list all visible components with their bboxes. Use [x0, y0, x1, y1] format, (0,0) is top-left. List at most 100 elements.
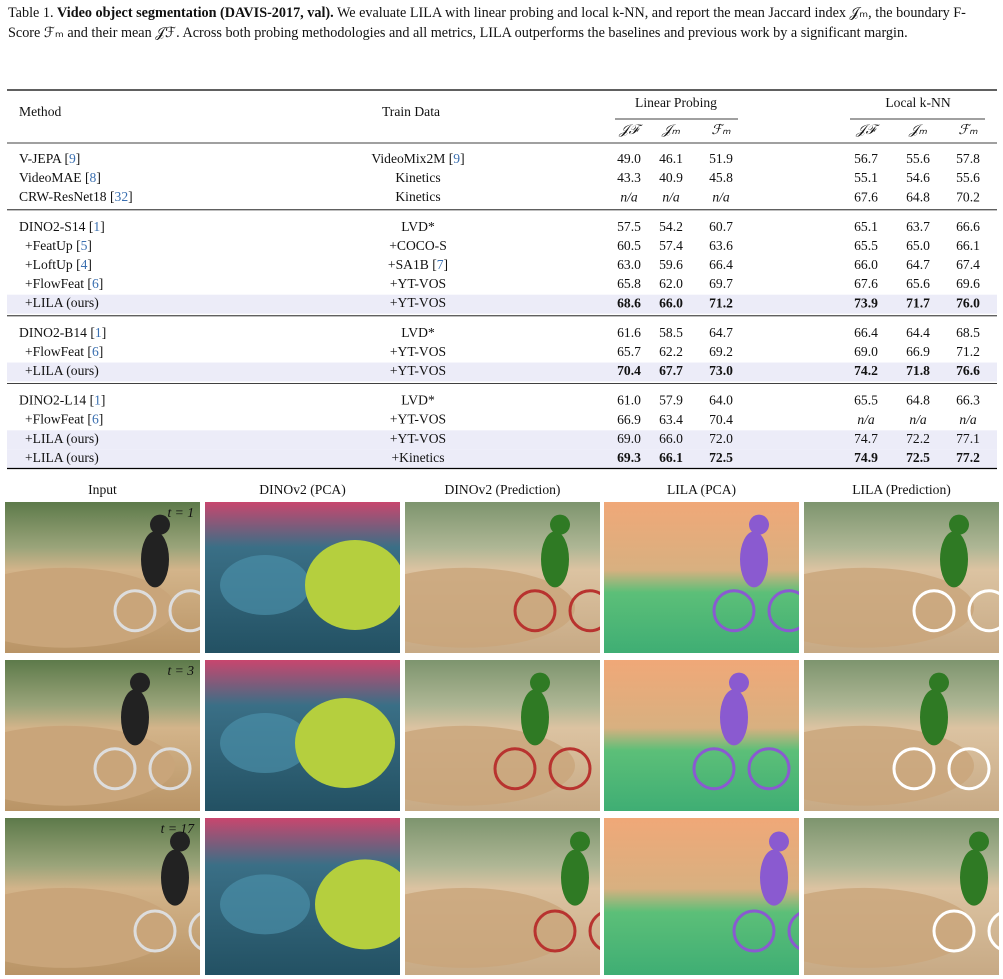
header: Method	[19, 104, 61, 119]
method: DINO2-B14 [1]	[19, 325, 106, 340]
cell-value: 65.5	[854, 393, 878, 408]
wheel	[513, 589, 557, 633]
cell-text: +FlowFeat [	[25, 276, 92, 291]
method: +LoftUp [4]	[25, 257, 92, 272]
cell-text: ]	[460, 151, 465, 166]
header-metric: 𝒥ₘ	[908, 122, 927, 137]
cell-value: 65.1	[854, 219, 878, 234]
cell-text: +YT-VOS	[390, 431, 446, 446]
citation: 32	[115, 189, 129, 204]
column-title: DINOv2 (PCA)	[259, 482, 345, 498]
column-title: LILA (Prediction)	[852, 482, 951, 498]
cell-value: 66.1	[956, 238, 980, 253]
cell-value: 60.7	[709, 219, 733, 234]
image: t = 17	[5, 818, 200, 975]
cell-value: 72.5	[709, 450, 733, 465]
helmet	[929, 672, 949, 693]
dune	[5, 567, 175, 648]
header-metric: 𝒥ₘ	[661, 122, 680, 137]
dune	[5, 725, 175, 806]
cell-value: 72.2	[906, 431, 930, 446]
wheel	[533, 909, 577, 953]
cell-text: ]	[128, 189, 133, 204]
image	[804, 660, 999, 811]
cell-value: 71.2	[709, 295, 733, 310]
wheel	[912, 589, 956, 633]
cell-value: 63.7	[906, 219, 930, 234]
cell-value: 67.6	[854, 276, 878, 291]
method: +LILA (ours)	[25, 450, 99, 466]
header: Train Data	[382, 104, 440, 119]
cell-text: V-JEPA [	[19, 151, 69, 166]
row-highlight	[7, 449, 997, 469]
wheel	[932, 909, 976, 953]
cell-value: 70.4	[617, 363, 641, 378]
cell-value: 65.7	[617, 344, 641, 359]
wheel	[113, 589, 157, 633]
helmet	[530, 672, 550, 693]
rider	[561, 849, 589, 906]
wheel	[188, 912, 200, 951]
helmet	[769, 831, 789, 852]
method: DINO2-S14 [1]	[19, 219, 105, 234]
citation: 6	[92, 344, 99, 359]
helmet	[570, 831, 590, 852]
helmet	[949, 514, 969, 535]
rider	[121, 689, 149, 746]
cell-value: 70.2	[956, 189, 980, 204]
cell-text: VideoMAE [	[19, 170, 90, 185]
cell-value: 64.8	[906, 393, 930, 408]
blob	[220, 874, 310, 935]
helmet	[130, 672, 150, 693]
cell-value: 69.6	[956, 276, 980, 291]
helmet	[969, 831, 989, 852]
image	[205, 502, 400, 653]
wheel	[148, 747, 192, 791]
cell-text: DINO2-B14 [	[19, 325, 95, 340]
cell-value: 71.8	[906, 363, 930, 378]
train-data: Kinetics	[395, 170, 440, 185]
cell-text: ]	[99, 344, 104, 359]
rider	[960, 849, 988, 906]
cell-text: Kinetics	[395, 189, 440, 204]
cell-text: +COCO-S	[389, 238, 447, 253]
cell-value: 77.1	[956, 431, 980, 446]
header-group: Local k-NN	[885, 95, 950, 110]
method: +FlowFeat [6]	[25, 344, 103, 359]
helmet	[150, 514, 170, 535]
cell-value: 61.0	[617, 393, 641, 408]
wheel	[548, 747, 592, 791]
column-title: Input	[88, 482, 117, 497]
cell-value: 69.3	[617, 450, 641, 465]
frame-label: t = 1	[167, 505, 194, 520]
cell-text: DINO2-L14 [	[19, 393, 95, 408]
citation: 1	[95, 325, 102, 340]
method: +FlowFeat [6]	[25, 412, 103, 427]
cell-value: 73.0	[709, 363, 733, 378]
method: +FlowFeat [6]	[25, 276, 103, 291]
citation: 1	[93, 219, 100, 234]
train-data: +YT-VOS	[390, 344, 446, 359]
cell-text: +LILA (ours)	[25, 450, 99, 466]
cell-value: 54.2	[659, 219, 683, 234]
wheel	[588, 912, 600, 951]
citation: 8	[90, 170, 97, 185]
cell-value: 57.5	[617, 219, 641, 234]
helmet	[729, 672, 749, 693]
image	[405, 660, 600, 811]
dune	[804, 567, 974, 648]
cell-value: 64.7	[709, 325, 733, 340]
cell-text: +YT-VOS	[390, 412, 446, 427]
wheel	[892, 747, 936, 791]
cell-value: 63.4	[659, 412, 683, 427]
row-highlight	[7, 294, 997, 314]
cell-value: n/a	[959, 412, 977, 427]
cell-value: 57.8	[956, 151, 980, 166]
method: +LILA (ours)	[25, 363, 99, 379]
citation: 4	[81, 257, 88, 272]
cell-text: ]	[96, 170, 101, 185]
cell-text: ]	[99, 276, 104, 291]
method: DINO2-L14 [1]	[19, 393, 105, 408]
